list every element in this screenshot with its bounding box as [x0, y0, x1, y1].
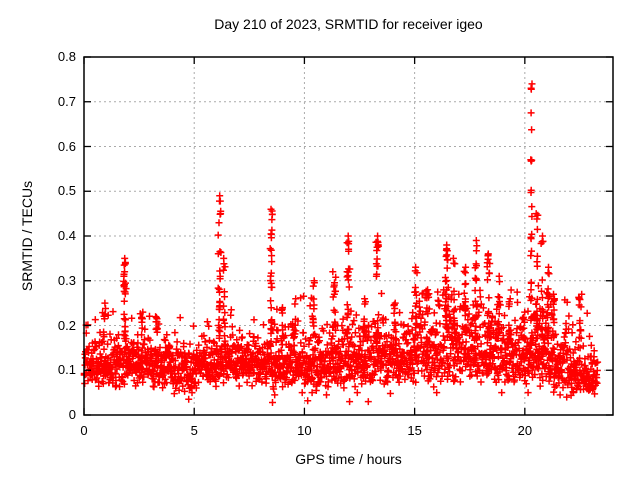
axes-border-ticks — [83, 56, 614, 416]
x-tick-label: 15 — [407, 423, 422, 438]
y-tick-label: 0.3 — [57, 272, 76, 288]
y-tick-label: 0.5 — [57, 183, 76, 199]
y-tick-label: 0.7 — [57, 93, 76, 109]
chart-title: Day 210 of 2023, SRMTID for receiver ige… — [214, 16, 483, 32]
x-tick-label: 0 — [80, 423, 88, 438]
x-axis-title: GPS time / hours — [295, 451, 402, 467]
y-tick-label: 0.2 — [57, 317, 76, 333]
y-tick-label: 0.4 — [57, 228, 76, 243]
y-tick-label: 0.6 — [57, 138, 76, 154]
y-tick-label: 0.1 — [57, 362, 76, 378]
y-tick-label: 0 — [68, 407, 76, 422]
y-tick-label: 0.8 — [57, 49, 76, 64]
x-tick-label: 5 — [190, 423, 198, 438]
x-tick-label: 10 — [297, 423, 312, 438]
x-tick-label: 20 — [517, 423, 533, 438]
scatter-points — [80, 80, 602, 406]
